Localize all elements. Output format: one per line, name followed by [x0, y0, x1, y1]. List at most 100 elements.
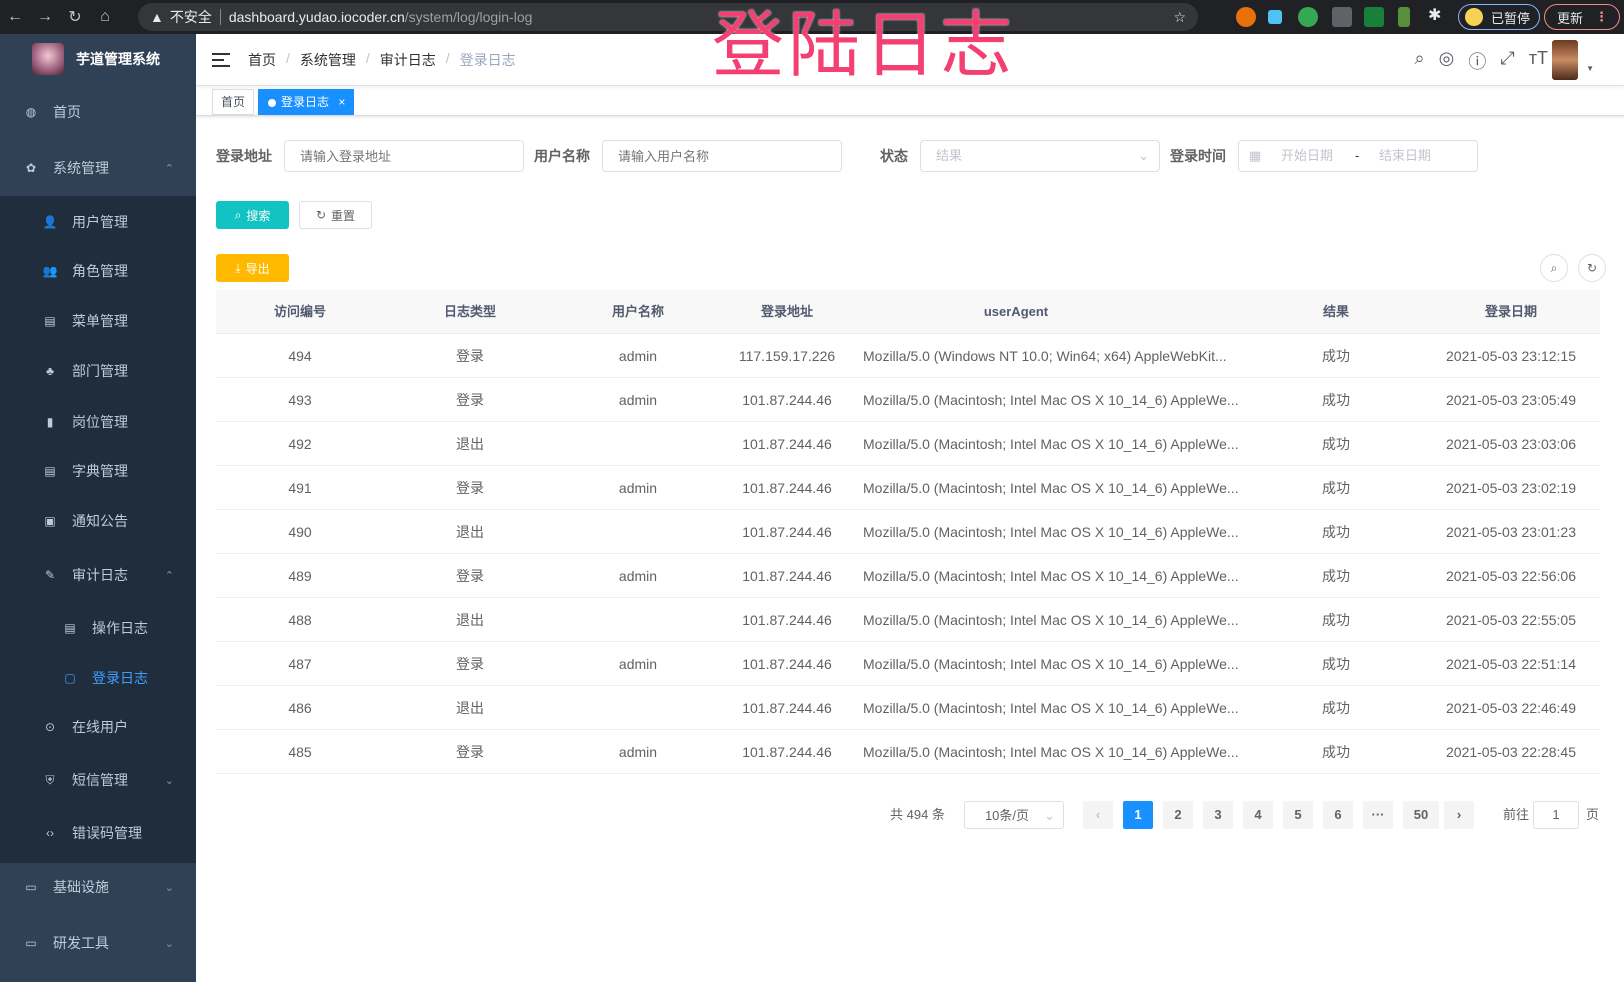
sidebar-item[interactable]: ▤ 操作日志: [0, 602, 196, 654]
table-cell: admin: [618, 568, 658, 584]
sidebar-item[interactable]: ▢ 登录日志: [0, 652, 196, 704]
back-icon[interactable]: ←: [7, 8, 23, 25]
caret-down-icon[interactable]: ▼: [1586, 64, 1594, 73]
page-size-select[interactable]: 10条/页 ⌄: [964, 801, 1064, 829]
sidebar-item[interactable]: ♣ 部门管理: [0, 345, 196, 397]
overlay-title: 登陆日志: [712, 6, 1017, 86]
export-button[interactable]: ⤓ 导出: [216, 254, 289, 282]
goto-page-input[interactable]: [1533, 801, 1579, 829]
table-cell: 成功: [1322, 656, 1350, 672]
sidebar-item[interactable]: ✎ 审计日志 ⌃: [0, 549, 196, 601]
refresh-button[interactable]: ↻: [1578, 254, 1606, 282]
column-header[interactable]: 登录日期: [1484, 304, 1538, 319]
column-header[interactable]: 日志类型: [443, 304, 497, 319]
table-cell: Mozilla/5.0 (Macintosh; Intel Mac OS X 1…: [863, 744, 1239, 760]
next-page-button[interactable]: ›: [1444, 801, 1474, 829]
table-cell: 2021-05-03 22:55:05: [1446, 612, 1576, 628]
login-address-input[interactable]: [284, 140, 524, 172]
sidebar-item[interactable]: ▤ 字典管理: [0, 445, 196, 497]
sidebar-item[interactable]: ▭ 基础设施 ⌄: [0, 861, 196, 913]
fullscreen-icon[interactable]: ⤢: [1500, 48, 1515, 68]
table-cell: admin: [618, 744, 658, 760]
help-icon[interactable]: ⓘ: [1468, 52, 1487, 72]
address-bar[interactable]: ▲ 不安全 dashboard.yudao.iocoder.cn/system/…: [138, 3, 1198, 31]
app-logo[interactable]: 芋道管理系统: [0, 34, 196, 84]
sidebar-item[interactable]: ◍ 首页: [0, 86, 196, 138]
sidebar-item[interactable]: ▮ 岗位管理: [0, 396, 196, 448]
column-header[interactable]: 访问编号: [273, 304, 327, 319]
chevron-down-icon: ⌄: [164, 774, 174, 787]
sidebar-item[interactable]: ‹› 错误码管理: [0, 807, 196, 859]
font-size-icon[interactable]: ᴛT: [1528, 48, 1548, 68]
page-number[interactable]: 2: [1163, 801, 1193, 829]
breadcrumb-item[interactable]: 首页: [248, 51, 276, 68]
extension-icon[interactable]: [1236, 7, 1256, 27]
table-row[interactable]: 489 登录 admin 101.87.244.46 Mozilla/5.0 (Maci…: [216, 554, 1600, 598]
sidebar-item[interactable]: ▣ 通知公告: [0, 495, 196, 547]
page-number[interactable]: 6: [1323, 801, 1353, 829]
extension-icon[interactable]: [1364, 7, 1384, 27]
username-input[interactable]: [602, 140, 842, 172]
bookmark-star-icon[interactable]: ☆: [1173, 8, 1186, 25]
reload-icon[interactable]: ↻: [68, 9, 82, 26]
table-row[interactable]: 487 登录 admin 101.87.244.46 Mozilla/5.0 (Maci…: [216, 642, 1600, 686]
sidebar-item[interactable]: ⛨ 短信管理 ⌄: [0, 754, 196, 806]
page-number[interactable]: 1: [1123, 801, 1153, 829]
page-number[interactable]: ···: [1363, 801, 1393, 829]
end-date[interactable]: 结束日期: [1379, 148, 1432, 163]
breadcrumb: 首页 / 系统管理 / 审计日志 / 登录日志: [248, 49, 516, 68]
reset-button[interactable]: ↻ 重置: [299, 201, 372, 229]
table-row[interactable]: 493 登录 admin 101.87.244.46 Mozilla/5.0 (Maci…: [216, 378, 1600, 422]
date-range-picker[interactable]: ▦ 开始日期 - 结束日期: [1238, 140, 1478, 172]
sidebar-item[interactable]: ✿ 系统管理 ⌃: [0, 142, 196, 194]
update-button[interactable]: 更新 ⋮: [1544, 4, 1620, 30]
table-row[interactable]: 485 登录 admin 101.87.244.46 Mozilla/5.0 (Maci…: [216, 730, 1600, 774]
sidebar-item[interactable]: ▭ 研发工具 ⌄: [0, 917, 196, 969]
sidebar-item[interactable]: 👥 角色管理: [0, 245, 196, 297]
table-row[interactable]: 494 登录 admin 117.159.17.226 Mozilla/5.0 (Win…: [216, 334, 1600, 378]
forward-icon[interactable]: →: [37, 8, 53, 25]
table-row[interactable]: 490 退出 101.87.244.46 Mozilla/5.0 (Macintosh…: [216, 510, 1600, 554]
page-number[interactable]: 3: [1203, 801, 1233, 829]
column-header[interactable]: 用户名称: [611, 304, 665, 319]
table-row[interactable]: 488 退出 101.87.244.46 Mozilla/5.0 (Macintosh…: [216, 598, 1600, 642]
table-row[interactable]: 486 退出 101.87.244.46 Mozilla/5.0 (Macintosh…: [216, 686, 1600, 730]
prev-page-button[interactable]: ‹: [1083, 801, 1113, 829]
sidebar-item[interactable]: 👤 用户管理: [0, 196, 196, 248]
table-cell: 486: [288, 700, 312, 716]
toggle-search-button[interactable]: ⌕: [1540, 254, 1568, 282]
table-cell: 488: [288, 612, 312, 628]
app-name: 芋道管理系统: [76, 51, 160, 67]
status-select[interactable]: 结果 ⌄: [920, 140, 1160, 172]
page-number[interactable]: 50: [1403, 801, 1439, 829]
start-date[interactable]: 开始日期: [1281, 148, 1334, 163]
column-header[interactable]: 登录地址: [760, 304, 814, 319]
sidebar-item-label: 菜单管理: [72, 313, 128, 329]
table-row[interactable]: 492 退出 101.87.244.46 Mozilla/5.0 (Macintosh…: [216, 422, 1600, 466]
extension-icon[interactable]: [1298, 7, 1318, 27]
extension-icon[interactable]: [1332, 7, 1352, 27]
close-icon[interactable]: ×: [338, 95, 346, 109]
puzzle-icon[interactable]: ✱: [1428, 7, 1442, 24]
page-number[interactable]: 4: [1243, 801, 1273, 829]
profile-button[interactable]: 已暂停: [1458, 4, 1540, 30]
column-header[interactable]: 结果: [1322, 304, 1350, 319]
peoples-icon: 👥: [42, 264, 58, 278]
github-icon[interactable]: ◎: [1438, 48, 1455, 68]
search-icon[interactable]: ⌕: [1414, 48, 1425, 68]
url-path: /system/log/login-log: [404, 9, 533, 25]
tag-home[interactable]: 首页: [212, 89, 255, 115]
user-avatar[interactable]: [1552, 40, 1578, 80]
sidebar-item[interactable]: ⊙ 在线用户: [0, 701, 196, 753]
page-number[interactable]: 5: [1283, 801, 1313, 829]
column-header[interactable]: userAgent: [983, 304, 1049, 319]
tag-login-log[interactable]: 登录日志 ×: [258, 89, 355, 115]
search-button[interactable]: ⌕ 搜索: [216, 201, 289, 229]
gear-icon: ✿: [25, 161, 37, 175]
sidebar-item[interactable]: ▤ 菜单管理: [0, 295, 196, 347]
table-row[interactable]: 491 登录 admin 101.87.244.46 Mozilla/5.0 (Maci…: [216, 466, 1600, 510]
hamburger-icon[interactable]: [212, 52, 230, 67]
extension-icon[interactable]: [1268, 10, 1282, 24]
home-icon[interactable]: ⌂: [100, 8, 110, 25]
extension-icon[interactable]: [1398, 7, 1410, 27]
